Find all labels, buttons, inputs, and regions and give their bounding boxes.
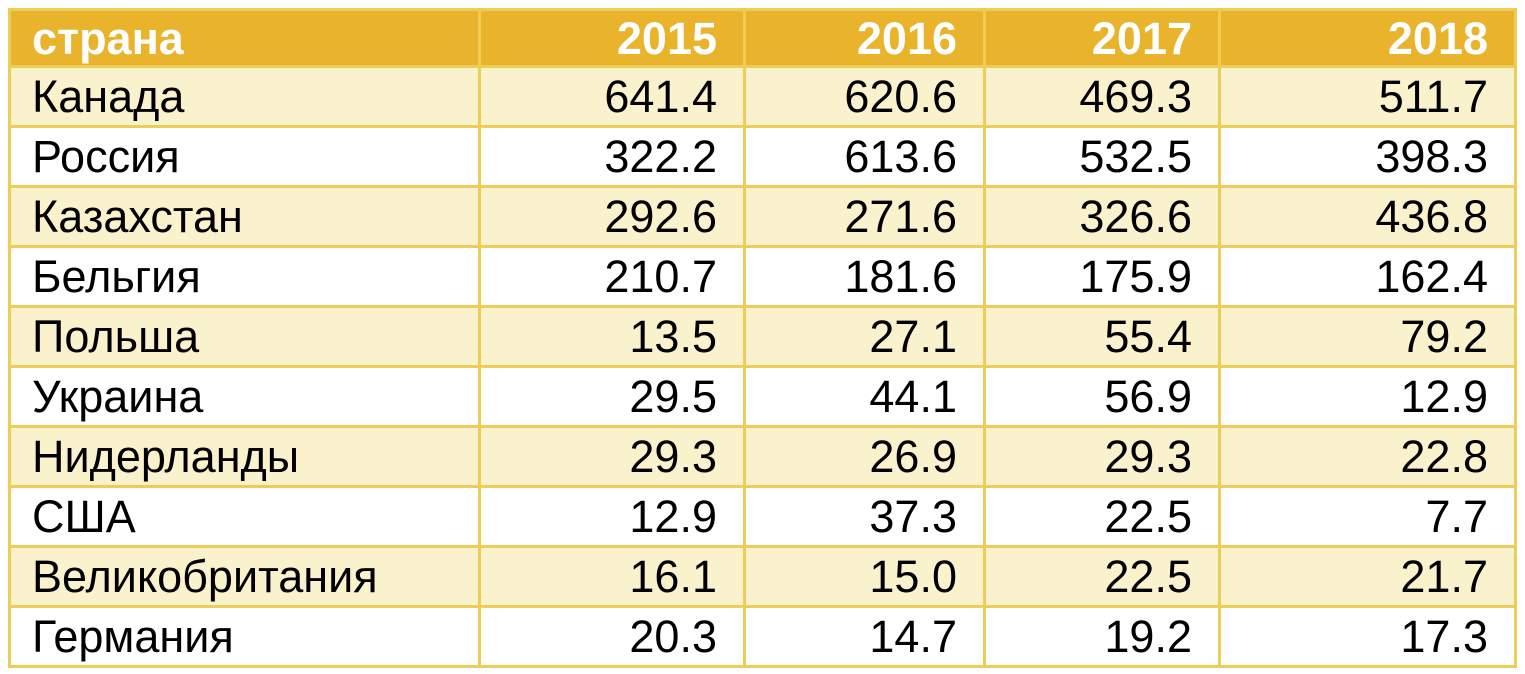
value-cell: 22.8 — [1218, 425, 1517, 488]
header-cell-year-2018: 2018 — [1218, 8, 1517, 68]
value-cell: 27.1 — [743, 305, 986, 368]
value-cell: 12.9 — [478, 485, 746, 548]
value-cell: 613.6 — [743, 125, 986, 188]
value-cell: 13.5 — [478, 305, 746, 368]
value-cell: 532.5 — [983, 125, 1221, 188]
value-cell: 641.4 — [478, 65, 746, 128]
value-cell: 398.3 — [1218, 125, 1517, 188]
country-cell: Великобритания — [8, 545, 481, 608]
table-row: Россия 322.2 613.6 532.5 398.3 — [8, 125, 1517, 188]
value-cell: 511.7 — [1218, 65, 1517, 128]
value-cell: 20.3 — [478, 605, 746, 668]
value-cell: 181.6 — [743, 245, 986, 308]
table-body: Канада 641.4 620.6 469.3 511.7 Россия 322.2 613… — [8, 65, 1517, 668]
value-cell: 22.5 — [983, 545, 1221, 608]
table-row: Нидерланды 29.3 26.9 29.3 22.8 — [8, 425, 1517, 488]
value-cell: 436.8 — [1218, 185, 1517, 248]
country-cell: Нидерланды — [8, 425, 481, 488]
country-cell: Канада — [8, 65, 481, 128]
country-cell: Польша — [8, 305, 481, 368]
value-cell: 469.3 — [983, 65, 1221, 128]
value-cell: 15.0 — [743, 545, 986, 608]
table-row: Казахстан 292.6 271.6 326.6 436.8 — [8, 185, 1517, 248]
header-cell-year-2015: 2015 — [478, 8, 746, 68]
country-year-table-container: страна 2015 2016 2017 2018 Канада 641.4 62… — [8, 8, 1517, 668]
value-cell: 16.1 — [478, 545, 746, 608]
table-row: Германия 20.3 14.7 19.2 17.3 — [8, 605, 1517, 668]
value-cell: 55.4 — [983, 305, 1221, 368]
value-cell: 7.7 — [1218, 485, 1517, 548]
value-cell: 271.6 — [743, 185, 986, 248]
country-cell: Россия — [8, 125, 481, 188]
table-row: Украина 29.5 44.1 56.9 12.9 — [8, 365, 1517, 428]
value-cell: 44.1 — [743, 365, 986, 428]
value-cell: 292.6 — [478, 185, 746, 248]
value-cell: 21.7 — [1218, 545, 1517, 608]
header-cell-country: страна — [8, 8, 481, 68]
value-cell: 79.2 — [1218, 305, 1517, 368]
value-cell: 19.2 — [983, 605, 1221, 668]
value-cell: 175.9 — [983, 245, 1221, 308]
value-cell: 29.5 — [478, 365, 746, 428]
value-cell: 210.7 — [478, 245, 746, 308]
value-cell: 22.5 — [983, 485, 1221, 548]
table-row: Великобритания 16.1 15.0 22.5 21.7 — [8, 545, 1517, 608]
header-cell-year-2016: 2016 — [743, 8, 986, 68]
country-cell: Германия — [8, 605, 481, 668]
value-cell: 29.3 — [983, 425, 1221, 488]
country-cell: Бельгия — [8, 245, 481, 308]
value-cell: 14.7 — [743, 605, 986, 668]
value-cell: 322.2 — [478, 125, 746, 188]
value-cell: 29.3 — [478, 425, 746, 488]
value-cell: 56.9 — [983, 365, 1221, 428]
value-cell: 26.9 — [743, 425, 986, 488]
value-cell: 12.9 — [1218, 365, 1517, 428]
value-cell: 37.3 — [743, 485, 986, 548]
value-cell: 326.6 — [983, 185, 1221, 248]
table-row: Польша 13.5 27.1 55.4 79.2 — [8, 305, 1517, 368]
value-cell: 17.3 — [1218, 605, 1517, 668]
value-cell: 620.6 — [743, 65, 986, 128]
table-row: США 12.9 37.3 22.5 7.7 — [8, 485, 1517, 548]
country-cell: Украина — [8, 365, 481, 428]
header-cell-year-2017: 2017 — [983, 8, 1221, 68]
table-row: Бельгия 210.7 181.6 175.9 162.4 — [8, 245, 1517, 308]
header-row: страна 2015 2016 2017 2018 — [8, 8, 1517, 68]
value-cell: 162.4 — [1218, 245, 1517, 308]
country-cell: Казахстан — [8, 185, 481, 248]
country-year-table: страна 2015 2016 2017 2018 Канада 641.4 62… — [8, 8, 1517, 668]
country-cell: США — [8, 485, 481, 548]
table-row: Канада 641.4 620.6 469.3 511.7 — [8, 65, 1517, 128]
